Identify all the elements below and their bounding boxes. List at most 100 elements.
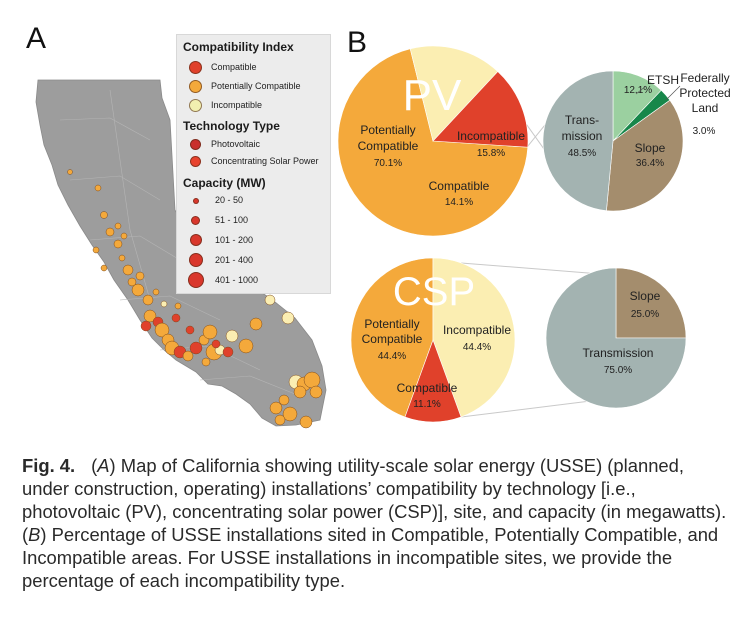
map-marker [94, 184, 102, 192]
map-legend: Compatibility Index Compatible Potential… [176, 34, 331, 294]
map-marker [185, 325, 195, 335]
map-marker [135, 271, 145, 281]
pie-title: CSP [393, 270, 475, 314]
pie-slice-value-label: 75.0% [604, 365, 632, 376]
label-leader-line [665, 85, 681, 101]
legend-potentially-compatible-swatch [189, 80, 202, 93]
map-marker [100, 211, 108, 219]
map-marker [140, 320, 152, 332]
pie-slice-label: Transmission [583, 346, 654, 360]
map-marker [309, 385, 323, 399]
figure-caption: Fig. 4. (A) Map of California showing uti… [22, 454, 734, 592]
map-marker [100, 264, 108, 272]
pie-slice-label: Slope [630, 289, 661, 303]
map-marker [143, 309, 157, 323]
map-marker [225, 329, 239, 343]
legend-photovoltaic-label: Photovoltaic [211, 139, 261, 149]
pie-slice-label: Land [692, 101, 719, 115]
pie-slice [606, 99, 684, 212]
map-marker [122, 264, 134, 276]
legend-cap-label-2: 51 - 100 [215, 215, 249, 225]
pie-slice-value-label: 44.4% [463, 342, 491, 353]
pie-chart-4: Slope 25.0% Transmission 75.0% [545, 267, 687, 409]
legend-tech-title: Technology Type [183, 119, 280, 133]
pie-slice-label: ETSH [647, 73, 679, 87]
pie-slice-value-label: 25.0% [631, 309, 659, 320]
legend-csp-label: Concentrating Solar Power [211, 156, 319, 166]
caption-text-2: ) Map of California showing utility-scal… [22, 455, 727, 545]
figure-canvas: PV Potentially Compatible 70.1% Incompatible… [35, 45, 731, 429]
caption-text-1: ( [91, 455, 98, 476]
map-marker [113, 239, 123, 249]
pie-slice-label: Protected [679, 86, 730, 100]
pie-slice-value-label: 12.1% [624, 85, 652, 96]
caption-figure-number: Fig. 4. [22, 455, 76, 476]
map-marker [299, 415, 313, 429]
map-marker [154, 322, 170, 338]
pie-slice [404, 339, 462, 423]
pie-slice [409, 45, 499, 142]
map-marker [274, 414, 286, 426]
pie-charts: PV Potentially Compatible 70.1% Incompatible… [337, 45, 731, 423]
pie-chart-3: CSPPotentiallyCompatible44.4%Incompatibl… [350, 257, 516, 423]
map-marker [127, 277, 137, 287]
map-marker [269, 401, 283, 415]
map-marker [174, 302, 182, 310]
map-marker [264, 294, 276, 306]
legend-cap-label-4: 201 - 400 [215, 255, 254, 265]
pie-slice [615, 267, 687, 339]
map-marker [171, 313, 181, 323]
pie-slice [337, 48, 529, 237]
legend-cap-size-3 [190, 234, 202, 246]
pie-slice-value-label: 48.5% [568, 148, 596, 159]
map-marker [202, 324, 218, 340]
legend-compatible-label: Compatible [211, 62, 257, 72]
panel-label-a: A [26, 22, 47, 55]
pie-slice-label: Incompatible [457, 129, 525, 143]
map-marker [303, 371, 321, 389]
legend-compatible-swatch [189, 61, 202, 74]
pie-slice-value-label: 15.8% [477, 148, 505, 159]
map-marker [182, 350, 194, 362]
map-marker [211, 339, 221, 349]
map-marker [238, 338, 254, 354]
map-marker [282, 406, 298, 422]
pie-connector-line [461, 262, 590, 274]
map-marker [222, 346, 234, 358]
map-marker [114, 222, 122, 230]
legend-incompatible-label: Incompatible [211, 100, 263, 110]
pie-slice-value-label: 14.1% [445, 197, 473, 208]
pie-slice [432, 71, 529, 148]
map-marker [249, 317, 263, 331]
pie-title: PV [403, 71, 462, 120]
legend-cap-label-5: 401 - 1000 [215, 275, 259, 285]
pie-slice-value-label: 3.0% [693, 126, 716, 137]
pie-slice-label: Potentially [360, 123, 415, 137]
legend-incompatible-swatch [189, 99, 202, 112]
pie-slice-value-label: 70.1% [374, 158, 402, 169]
map-marker [142, 294, 154, 306]
legend-capacity-title: Capacity (MW) [183, 176, 266, 190]
legend-cap-label-3: 101 - 200 [215, 235, 254, 245]
map-marker [281, 311, 295, 325]
pie-slice-label: Compatible [429, 179, 490, 193]
map-marker [152, 288, 160, 296]
panel-label-b: B [347, 26, 368, 59]
pie-connector-line [460, 400, 587, 418]
pie-slice-label: mission [562, 129, 603, 143]
map-marker [278, 394, 290, 406]
map-marker [120, 232, 128, 240]
pie-chart-2: 12.1% 3.0% Slope 36.4% Trans-mission 48.5% [542, 70, 716, 212]
legend-potentially-compatible-label: Potentially Compatible [211, 81, 301, 91]
legend-cap-size-5 [188, 272, 204, 288]
legend-photovoltaic-swatch [190, 139, 201, 150]
pie-slice [545, 267, 687, 409]
pie-slice-value-label: 11.1% [413, 399, 441, 410]
pie-slice-label: Federally [680, 71, 729, 85]
pie-slice-label: Trans- [565, 113, 599, 127]
map-marker [118, 254, 126, 262]
caption-panel-a: A [97, 455, 110, 476]
legend-cap-size-1 [193, 198, 199, 204]
pie-slice-label: Slope [635, 141, 666, 155]
